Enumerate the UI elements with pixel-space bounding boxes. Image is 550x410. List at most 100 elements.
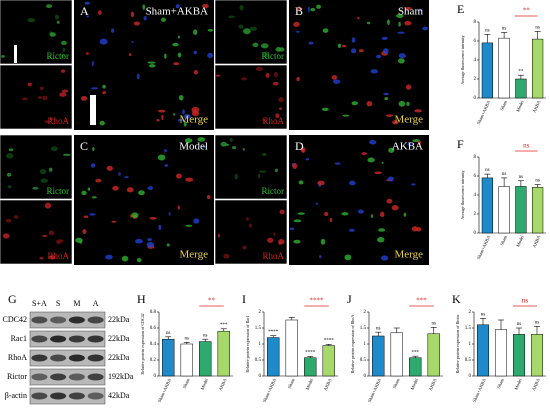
cell [301,147,306,153]
cell [259,170,267,173]
cell [377,237,385,243]
x-tick-label: AKBA [532,234,542,248]
cell [207,28,214,32]
cell [105,254,113,260]
cell [85,52,89,55]
blot-strip [29,387,106,405]
cell [6,153,14,159]
cell [86,15,90,18]
cell [239,4,244,11]
y-tick-label: 0.6 [150,326,157,331]
cell [412,139,420,143]
cell [118,172,121,176]
blot-strip [29,368,106,386]
cell [54,14,60,20]
cell [317,180,325,186]
bar [481,42,493,99]
bar [199,341,212,377]
cell [131,212,139,219]
significance: ns [166,331,171,336]
cell [32,187,39,190]
blot-band [31,354,48,362]
cell [315,202,319,205]
merge-label: Merge [394,114,423,126]
cell [403,212,407,217]
x-tick-label: Sham+AKBA [476,234,492,260]
cell [131,40,134,44]
cell [322,28,329,33]
cell [98,10,102,15]
cell [83,215,89,219]
cell [91,196,97,199]
cell [44,120,50,123]
cell [128,53,132,57]
merge-image [289,0,429,130]
cell [350,48,357,54]
cell [267,237,274,243]
cell [241,77,247,81]
bar [530,334,544,377]
cell [184,138,193,143]
chart-title: H [137,292,146,306]
cell [124,176,129,179]
cell [147,61,156,64]
cell [193,70,198,75]
panel-letter: D [295,139,304,153]
panel-title: AKBA [392,141,423,153]
y-tick-label: 4 [474,58,477,63]
y-tick-label: 0 [364,374,367,379]
significance: ns [535,26,540,31]
cell [197,137,206,142]
cell [202,3,209,9]
cell [95,178,102,183]
cell [49,255,55,260]
cell [296,30,300,33]
cell [44,202,52,209]
significance: ns [481,313,486,318]
cell [341,44,347,48]
cell [42,95,48,101]
cell [215,74,221,77]
significance: ns [376,326,381,331]
x-tick-label: Sham [496,377,505,389]
x-tick-label: Sham [499,99,508,111]
bar [322,345,335,377]
blot-band [50,354,67,362]
significance: ns [502,27,507,32]
cell [149,216,157,220]
cell [75,237,83,243]
cell [121,255,129,262]
chart-title: E [457,2,464,16]
channel-label: Rictor [47,186,70,196]
significance: **** [324,338,335,343]
row-label: CDC42 [3,315,27,324]
cell [217,233,220,238]
cell [228,15,236,19]
significance: ns [485,168,490,173]
cell [166,243,170,247]
cell [60,40,67,46]
cell [156,119,160,122]
size-label: 22kDa [108,334,130,343]
cell [157,154,166,161]
cell [334,162,341,165]
y-axis-label: Average fluorescence intensity [460,170,465,219]
cell [366,21,371,25]
significance: ns [535,321,540,326]
bar [390,332,403,377]
size-label: 192kDa [108,372,134,381]
cell [2,233,10,239]
cell [298,180,304,185]
cell [234,173,238,180]
cell [366,100,373,107]
cell [168,212,171,216]
cell [102,84,106,89]
x-tick-label: AKBA [532,99,542,113]
cell [273,71,278,78]
cell [331,75,338,80]
cell [321,107,329,111]
cell [40,178,48,183]
channel-label: RhoA [262,251,284,261]
channel-label: Rictor [262,51,285,61]
